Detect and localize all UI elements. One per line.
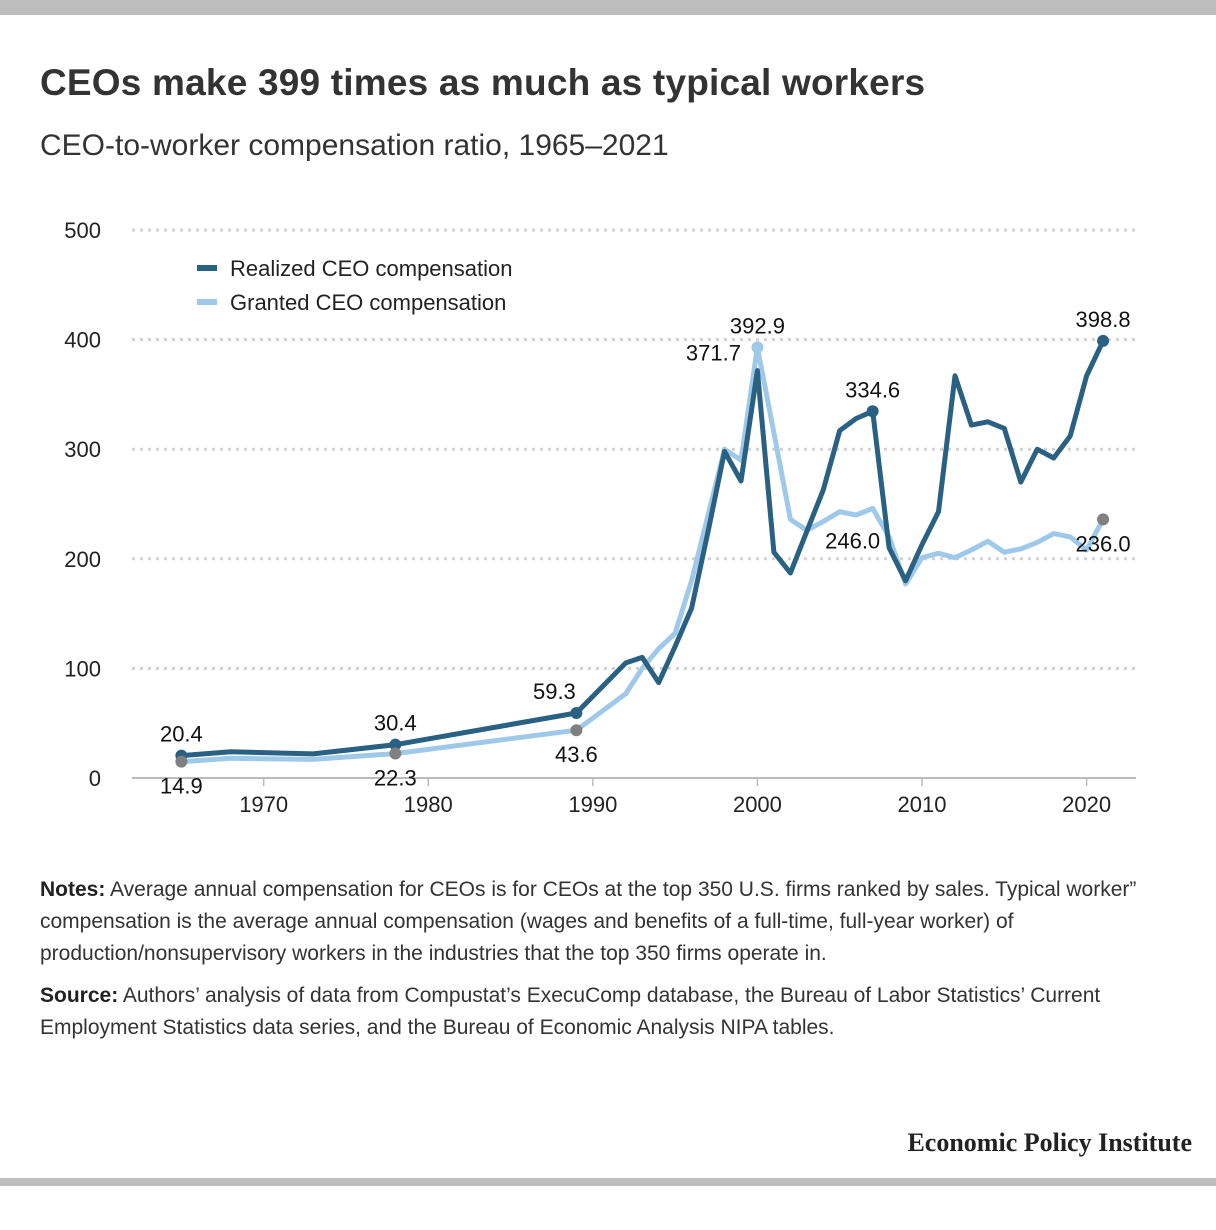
data-label: 398.8 [1076,307,1131,332]
y-tick-label: 400 [64,328,101,353]
top-border-bar [0,0,1216,15]
source-paragraph: Source: Authors’ analysis of data from C… [40,980,1180,1044]
data-point-marker [570,707,583,720]
chart-title: CEOs make 399 times as much as typical w… [40,62,926,103]
chart-area: 0 100 200 300 400 500 1970 1980 1990 2000 2010 202… [0,200,1216,840]
x-tick-label: 2010 [898,792,947,817]
y-tick-label: 300 [64,437,101,462]
data-label: 236.0 [1076,531,1131,556]
legend-label: Granted CEO compensation [230,290,506,315]
notes-paragraph: Notes: Average annual compensation for C… [40,874,1180,970]
notes-section: Notes: Average annual compensation for C… [40,874,1180,1054]
data-point-marker [866,405,879,418]
x-tick-label: 2020 [1062,792,1111,817]
data-label: 30.4 [374,711,417,736]
series-layer [178,338,1106,765]
data-label: 14.9 [160,774,203,799]
y-tick-label: 100 [64,656,101,681]
source-label: Source: [40,984,119,1007]
notes-text: Average annual compensation for CEOs is … [40,878,1137,965]
data-label-layer: 20.4 14.9 30.4 22.3 59.3 43.6 371.7 392.9 334.6 2… [160,307,1131,799]
grid-layer [132,228,1136,779]
y-tick-label: 500 [64,218,101,243]
x-tick-label: 1980 [404,792,453,817]
data-label: 59.3 [533,679,576,704]
data-point-marker [570,724,583,737]
y-tick-label: 0 [89,766,101,791]
x-tick-label: 2000 [733,792,782,817]
line-chart: 0 100 200 300 400 500 1970 1980 1990 2000 2010 202… [64,218,1136,817]
data-label: 334.6 [845,377,900,402]
granted-series-line [178,344,1106,765]
x-axis-ticks: 1970 1980 1990 2000 2010 2020 [239,778,1111,817]
chart-subtitle: CEO-to-worker compensation ratio, 1965–2… [40,129,669,162]
data-label: 22.3 [374,766,417,791]
realized-series-line [178,338,1106,759]
data-point-marker [1097,334,1110,347]
source-text: Authors’ analysis of data from Compustat… [40,984,1101,1039]
data-point-marker [389,747,402,760]
data-point-marker [751,341,764,354]
publisher-brand: Economic Policy Institute [907,1128,1192,1157]
data-point-marker [389,738,402,751]
data-label: 20.4 [160,722,203,747]
data-label: 43.6 [555,742,598,767]
marker-layer [175,334,1110,768]
data-point-marker [1097,513,1110,526]
legend: Realized CEO compensation Granted CEO com… [197,256,512,315]
y-tick-label: 200 [64,547,101,572]
data-label: 371.7 [686,341,741,366]
legend-label: Realized CEO compensation [230,256,512,281]
data-label: 392.9 [730,313,785,338]
x-tick-label: 1970 [239,792,288,817]
y-axis-ticks: 0 100 200 300 400 500 [64,218,101,791]
data-label: 246.0 [825,528,880,553]
notes-label: Notes: [40,878,106,901]
x-tick-label: 1990 [568,792,617,817]
data-point-marker [175,755,188,768]
bottom-border-bar [0,1178,1216,1186]
